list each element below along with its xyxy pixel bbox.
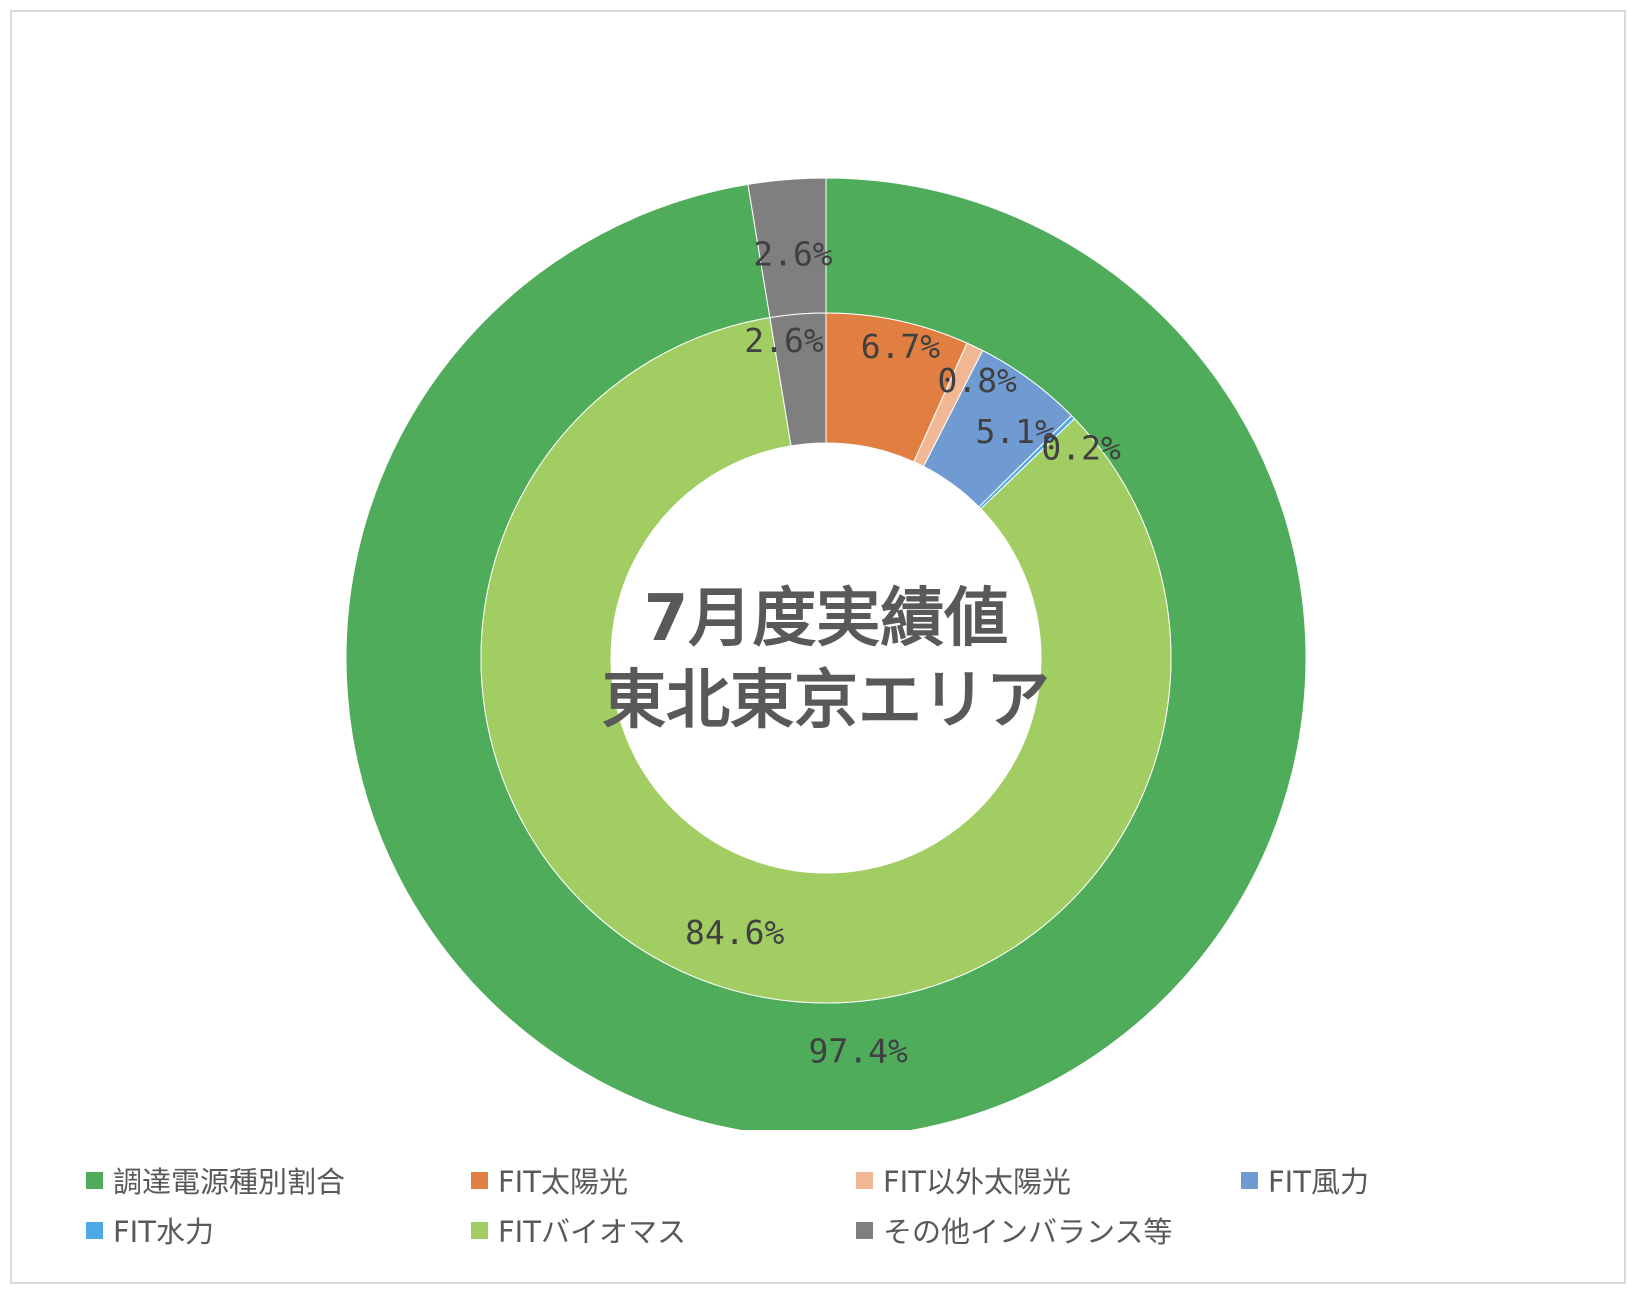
legend-label: FITバイオマス bbox=[498, 1215, 686, 1249]
legend-label: FIT風力 bbox=[1268, 1165, 1369, 1199]
legend-label: FIT水力 bbox=[113, 1215, 214, 1249]
inner-slice-4[interactable] bbox=[480, 317, 1172, 1004]
legend: 調達電源種別割合 FIT太陽光 FIT以外太陽光 FIT風力 FIT水力 FIT… bbox=[86, 1160, 1586, 1270]
legend-swatch bbox=[856, 1221, 873, 1239]
legend-swatch bbox=[471, 1221, 488, 1239]
inner-label-0: 6.7% bbox=[861, 327, 941, 366]
legend-item[interactable]: 調達電源種別割合 bbox=[86, 1160, 345, 1200]
inner-ring bbox=[480, 312, 1172, 1004]
legend-swatch bbox=[86, 1221, 103, 1239]
legend-item[interactable]: FIT風力 bbox=[1241, 1160, 1369, 1200]
legend-label: FIT以外太陽光 bbox=[883, 1165, 1071, 1199]
legend-label: その他インバランス等 bbox=[883, 1215, 1173, 1249]
legend-label: FIT太陽光 bbox=[498, 1165, 628, 1199]
legend-item[interactable]: FIT以外太陽光 bbox=[856, 1160, 1071, 1200]
outer-label-0: 97.4% bbox=[809, 1032, 908, 1071]
inner-label-1: 0.8% bbox=[937, 361, 1017, 400]
inner-slice-5[interactable] bbox=[769, 312, 827, 447]
legend-swatch bbox=[86, 1171, 103, 1189]
legend-label: 調達電源種別割合 bbox=[113, 1165, 346, 1199]
legend-swatch bbox=[471, 1171, 488, 1189]
legend-item[interactable]: その他インバランス等 bbox=[856, 1210, 1172, 1250]
legend-swatch bbox=[856, 1171, 873, 1189]
center-title-line-2: 東北東京エリア bbox=[602, 664, 1050, 738]
inner-label-4: 84.6% bbox=[685, 913, 784, 952]
inner-label-2: 5.1% bbox=[975, 412, 1055, 451]
data-labels: 97.4% 2.6% 6.7%0.8% 5.1%0.2% 84.6% 2.6% bbox=[685, 234, 1121, 1070]
legend-swatch bbox=[1241, 1171, 1258, 1189]
center-title-line-1: 7月度実績値 bbox=[644, 582, 1009, 656]
legend-item[interactable]: FIT太陽光 bbox=[471, 1160, 628, 1200]
legend-item[interactable]: FIT水力 bbox=[86, 1210, 214, 1250]
legend-item[interactable]: FITバイオマス bbox=[471, 1210, 686, 1250]
outer-label-1: 2.6% bbox=[753, 234, 833, 273]
inner-label-5: 2.6% bbox=[744, 321, 824, 360]
inner-label-3: 0.2% bbox=[1041, 429, 1121, 468]
donut-chart: 97.4% 2.6% 6.7%0.8% 5.1%0.2% 84.6% 2.6% 7月度実績… bbox=[345, 177, 1307, 1130]
